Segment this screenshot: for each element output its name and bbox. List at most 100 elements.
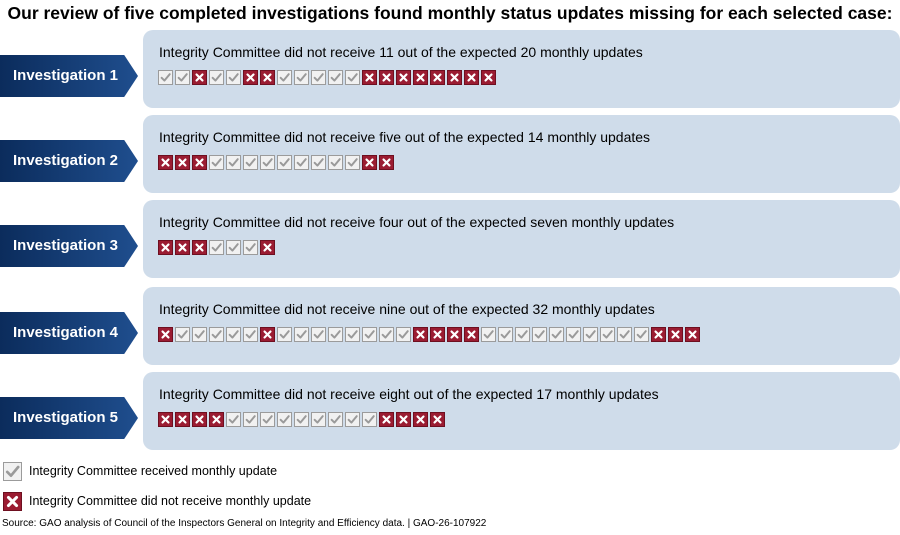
update-received-icon: [277, 70, 292, 85]
update-missing-icon: [447, 327, 462, 342]
update-boxes: [158, 240, 275, 255]
update-missing-icon: [430, 412, 445, 427]
update-received-icon: [277, 155, 292, 170]
update-received-icon: [617, 327, 632, 342]
update-received-icon: [345, 412, 360, 427]
update-missing-icon: [260, 240, 275, 255]
investigation-caption: Integrity Committee did not receive nine…: [159, 301, 655, 317]
update-received-icon: [209, 155, 224, 170]
update-missing-icon: [685, 327, 700, 342]
update-received-icon: [294, 70, 309, 85]
update-received-icon: [328, 70, 343, 85]
update-missing-icon: [481, 70, 496, 85]
update-received-icon: [583, 327, 598, 342]
update-missing-icon: [158, 412, 173, 427]
update-missing-icon: [260, 327, 275, 342]
update-received-icon: [481, 327, 496, 342]
update-missing-icon: [362, 155, 377, 170]
update-received-icon: [294, 155, 309, 170]
investigation-caption: Integrity Committee did not receive four…: [159, 214, 675, 230]
x-mark-icon: [3, 492, 22, 511]
update-received-icon: [311, 70, 326, 85]
update-missing-icon: [447, 70, 462, 85]
investigation-panel: Integrity Committee did not receive nine…: [143, 287, 900, 365]
update-missing-icon: [413, 327, 428, 342]
update-missing-icon: [192, 70, 207, 85]
update-received-icon: [209, 70, 224, 85]
update-received-icon: [345, 155, 360, 170]
update-missing-icon: [158, 240, 173, 255]
update-boxes: [158, 70, 496, 85]
update-missing-icon: [379, 412, 394, 427]
update-received-icon: [311, 155, 326, 170]
update-received-icon: [260, 155, 275, 170]
figure-title: Our review of five completed investigati…: [7, 3, 893, 23]
investigation-caption: Integrity Committee did not receive 11 o…: [159, 44, 643, 60]
investigation-row-4: Investigation 4 Integrity Committee did …: [0, 287, 900, 365]
update-missing-icon: [362, 70, 377, 85]
update-missing-icon: [396, 412, 411, 427]
update-missing-icon: [396, 70, 411, 85]
update-missing-icon: [243, 70, 258, 85]
update-missing-icon: [209, 412, 224, 427]
update-boxes: [158, 155, 394, 170]
update-received-icon: [260, 412, 275, 427]
update-received-icon: [277, 327, 292, 342]
update-missing-icon: [413, 70, 428, 85]
update-missing-icon: [175, 240, 190, 255]
update-received-icon: [243, 240, 258, 255]
update-received-icon: [532, 327, 547, 342]
update-received-icon: [175, 327, 190, 342]
update-missing-icon: [668, 327, 683, 342]
update-received-icon: [566, 327, 581, 342]
update-received-icon: [345, 327, 360, 342]
update-boxes: [158, 412, 445, 427]
update-received-icon: [243, 327, 258, 342]
source-note: Source: GAO analysis of Council of the I…: [2, 518, 487, 529]
update-boxes: [158, 327, 700, 342]
update-received-icon: [226, 240, 241, 255]
investigation-row-2: Investigation 2 Integrity Committee did …: [0, 115, 900, 193]
update-received-icon: [328, 412, 343, 427]
investigation-panel: Integrity Committee did not receive 11 o…: [143, 30, 900, 108]
investigation-label: Investigation 5: [0, 397, 138, 439]
investigation-caption: Integrity Committee did not receive five…: [159, 129, 651, 145]
update-received-icon: [328, 155, 343, 170]
update-missing-icon: [192, 412, 207, 427]
investigation-row-1: Investigation 1 Integrity Committee did …: [0, 30, 900, 108]
update-missing-icon: [413, 412, 428, 427]
update-missing-icon: [158, 155, 173, 170]
update-missing-icon: [192, 240, 207, 255]
update-received-icon: [209, 240, 224, 255]
update-received-icon: [362, 327, 377, 342]
investigation-panel: Integrity Committee did not receive four…: [143, 200, 900, 278]
update-missing-icon: [175, 155, 190, 170]
update-received-icon: [515, 327, 530, 342]
update-missing-icon: [158, 327, 173, 342]
update-received-icon: [209, 327, 224, 342]
update-missing-icon: [430, 327, 445, 342]
investigation-label: Investigation 4: [0, 312, 138, 354]
investigation-caption: Integrity Committee did not receive eigh…: [159, 386, 659, 402]
update-received-icon: [549, 327, 564, 342]
update-received-icon: [226, 327, 241, 342]
update-received-icon: [379, 327, 394, 342]
update-received-icon: [396, 327, 411, 342]
update-received-icon: [294, 412, 309, 427]
investigation-label: Investigation 2: [0, 140, 138, 182]
update-received-icon: [243, 155, 258, 170]
legend-label: Integrity Committee did not receive mont…: [29, 494, 312, 508]
update-received-icon: [192, 327, 207, 342]
checkmark-icon: [3, 462, 22, 481]
investigation-panel: Integrity Committee did not receive eigh…: [143, 372, 900, 450]
investigation-label: Investigation 3: [0, 225, 138, 267]
update-received-icon: [600, 327, 615, 342]
update-missing-icon: [464, 70, 479, 85]
investigation-panel: Integrity Committee did not receive five…: [143, 115, 900, 193]
update-received-icon: [226, 155, 241, 170]
update-received-icon: [277, 412, 292, 427]
update-missing-icon: [260, 70, 275, 85]
update-missing-icon: [651, 327, 666, 342]
update-missing-icon: [464, 327, 479, 342]
update-missing-icon: [175, 412, 190, 427]
